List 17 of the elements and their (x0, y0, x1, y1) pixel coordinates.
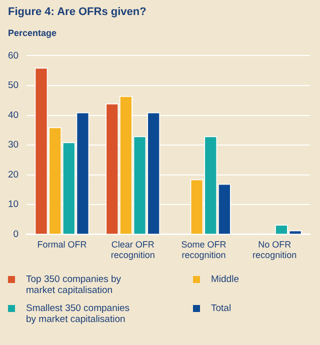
y-tick-label: 40 (8, 110, 19, 121)
y-axis-title: Percentage (7, 28, 58, 38)
y-tick-label: 0 (13, 229, 19, 240)
legend-label: Smallest 350 companies by market capitalisation (26, 303, 130, 325)
y-tick-label: 20 (8, 169, 19, 180)
x-tick-label: No OFR recognition (252, 239, 297, 260)
legend-label: Middle (211, 274, 240, 285)
legend-label: Top 350 companies by market capitalisation (26, 274, 122, 296)
x-tick-label: Some OFR recognition (181, 239, 227, 260)
chart-title: Figure 4: Are OFRs given? (7, 6, 148, 18)
y-tick-label: 60 (8, 50, 19, 62)
legend-label: Total (211, 303, 232, 314)
x-tick-label: Clear OFR recognition (110, 239, 155, 260)
y-tick-label: 50 (8, 80, 19, 92)
x-tick-label: Formal OFR (37, 239, 88, 250)
y-tick-label: 30 (8, 140, 19, 151)
y-tick-label: 10 (8, 199, 19, 210)
